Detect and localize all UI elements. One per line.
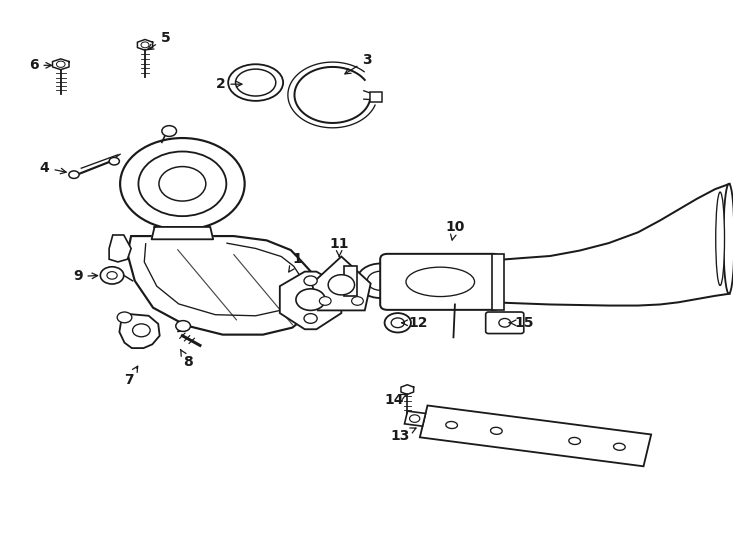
Text: 15: 15 bbox=[509, 316, 534, 330]
Polygon shape bbox=[128, 236, 318, 335]
Text: 9: 9 bbox=[73, 269, 98, 284]
Circle shape bbox=[57, 61, 65, 68]
Ellipse shape bbox=[328, 275, 355, 295]
Text: 4: 4 bbox=[40, 161, 66, 174]
Circle shape bbox=[499, 319, 511, 327]
Text: 8: 8 bbox=[181, 349, 192, 369]
Text: 10: 10 bbox=[446, 220, 465, 240]
Ellipse shape bbox=[724, 184, 734, 294]
Circle shape bbox=[69, 171, 79, 178]
Ellipse shape bbox=[716, 192, 724, 286]
Polygon shape bbox=[152, 227, 213, 239]
Circle shape bbox=[385, 313, 411, 333]
Text: 11: 11 bbox=[330, 237, 349, 257]
Circle shape bbox=[352, 296, 363, 305]
Ellipse shape bbox=[569, 437, 581, 444]
Ellipse shape bbox=[406, 267, 475, 296]
Circle shape bbox=[107, 272, 117, 279]
Polygon shape bbox=[404, 411, 426, 426]
Polygon shape bbox=[401, 384, 414, 394]
Circle shape bbox=[141, 42, 149, 48]
Circle shape bbox=[175, 321, 190, 332]
Circle shape bbox=[120, 138, 244, 230]
Ellipse shape bbox=[490, 427, 502, 434]
Polygon shape bbox=[382, 256, 402, 307]
Polygon shape bbox=[420, 406, 651, 467]
Circle shape bbox=[357, 264, 404, 298]
Circle shape bbox=[139, 152, 226, 216]
Text: 12: 12 bbox=[402, 316, 428, 330]
Polygon shape bbox=[120, 314, 160, 348]
Ellipse shape bbox=[614, 443, 625, 450]
Ellipse shape bbox=[236, 69, 276, 96]
Polygon shape bbox=[109, 235, 131, 262]
Circle shape bbox=[304, 314, 317, 323]
Text: 7: 7 bbox=[124, 366, 138, 387]
Text: 2: 2 bbox=[216, 77, 242, 91]
Circle shape bbox=[101, 267, 124, 284]
FancyBboxPatch shape bbox=[486, 312, 524, 334]
Polygon shape bbox=[53, 59, 69, 70]
Circle shape bbox=[162, 126, 176, 137]
Circle shape bbox=[410, 415, 420, 422]
Circle shape bbox=[296, 289, 325, 310]
FancyBboxPatch shape bbox=[344, 266, 357, 296]
Circle shape bbox=[304, 276, 317, 286]
Text: 1: 1 bbox=[288, 252, 302, 272]
Polygon shape bbox=[492, 254, 504, 310]
Text: 13: 13 bbox=[390, 428, 416, 443]
Circle shape bbox=[367, 271, 393, 291]
Circle shape bbox=[109, 158, 120, 165]
Polygon shape bbox=[137, 39, 153, 50]
Circle shape bbox=[319, 296, 331, 305]
Ellipse shape bbox=[446, 422, 457, 429]
Polygon shape bbox=[312, 256, 371, 310]
Text: 6: 6 bbox=[29, 58, 51, 72]
FancyBboxPatch shape bbox=[370, 91, 382, 102]
Circle shape bbox=[391, 318, 404, 328]
Polygon shape bbox=[280, 272, 341, 329]
Circle shape bbox=[159, 166, 206, 201]
Ellipse shape bbox=[228, 64, 283, 101]
Text: 3: 3 bbox=[345, 53, 372, 74]
FancyBboxPatch shape bbox=[380, 254, 501, 310]
Circle shape bbox=[117, 312, 132, 323]
Text: 5: 5 bbox=[148, 31, 170, 50]
Circle shape bbox=[133, 324, 150, 337]
Text: 14: 14 bbox=[385, 393, 407, 407]
